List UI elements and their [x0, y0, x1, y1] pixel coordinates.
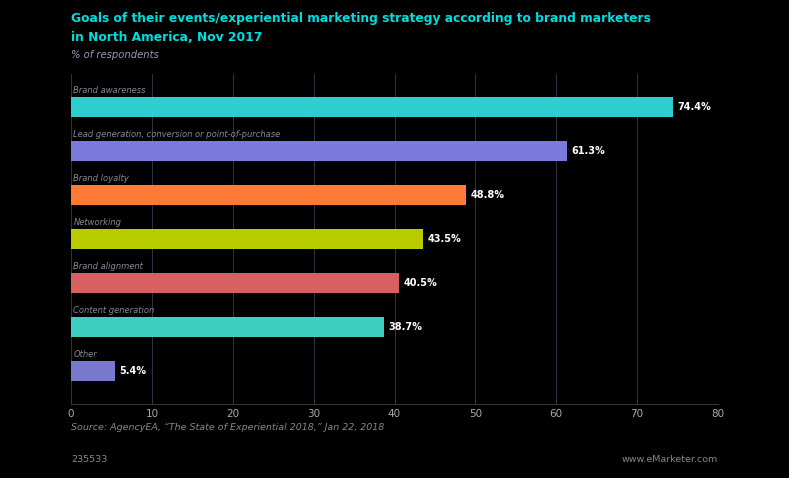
Text: Goals of their events/experiential marketing strategy according to brand markete: Goals of their events/experiential marke… — [71, 12, 651, 25]
Text: 5.4%: 5.4% — [120, 366, 147, 376]
Text: 74.4%: 74.4% — [678, 102, 712, 112]
Text: Source: AgencyEA, “The State of Experiential 2018,” Jan 22, 2018: Source: AgencyEA, “The State of Experien… — [71, 423, 384, 432]
Text: 235533: 235533 — [71, 455, 107, 464]
Text: Other: Other — [73, 350, 97, 359]
Text: Lead generation, conversion or point-of-purchase: Lead generation, conversion or point-of-… — [73, 130, 281, 140]
Bar — [71, 317, 384, 337]
Bar — [71, 229, 423, 249]
Bar — [71, 273, 398, 293]
Text: in North America, Nov 2017: in North America, Nov 2017 — [71, 31, 263, 44]
Text: % of respondents: % of respondents — [71, 50, 159, 60]
Text: Brand loyalty: Brand loyalty — [73, 174, 129, 184]
Text: www.eMarketer.com: www.eMarketer.com — [622, 455, 718, 464]
Text: Content generation: Content generation — [73, 306, 155, 315]
Bar — [71, 141, 567, 161]
Bar — [71, 97, 673, 117]
Text: 48.8%: 48.8% — [470, 190, 504, 200]
Text: 43.5%: 43.5% — [428, 234, 462, 244]
Bar — [71, 361, 114, 381]
Text: Networking: Networking — [73, 218, 122, 228]
Text: Brand awareness: Brand awareness — [73, 87, 146, 96]
Text: 40.5%: 40.5% — [403, 278, 437, 288]
Text: 38.7%: 38.7% — [389, 322, 423, 332]
Text: 61.3%: 61.3% — [571, 146, 605, 156]
Bar — [71, 185, 466, 205]
Text: Brand alignment: Brand alignment — [73, 262, 144, 272]
